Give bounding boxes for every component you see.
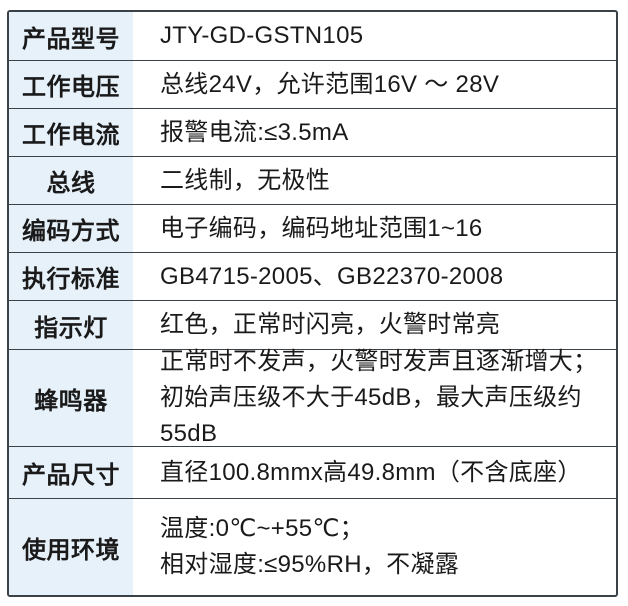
spec-label: 蜂鸣器 bbox=[9, 350, 133, 446]
spec-value-line: 总线24V，允许范围16V ～ 28V bbox=[160, 70, 500, 98]
spec-label: 编码方式 bbox=[9, 205, 133, 252]
spec-value: 电子编码，编码地址范围1~16 bbox=[133, 205, 616, 252]
spec-label: 工作电流 bbox=[9, 109, 133, 156]
spec-row-bus: 总线 二线制，无极性 bbox=[9, 156, 616, 204]
spec-row-environment: 使用环境 温度:0℃~+55℃； 相对湿度:≤95%RH，不凝露 bbox=[9, 498, 616, 595]
spec-row-voltage: 工作电压 总线24V，允许范围16V ～ 28V bbox=[9, 60, 616, 108]
spec-value: 总线24V，允许范围16V ～ 28V bbox=[133, 61, 616, 108]
spec-label: 产品型号 bbox=[9, 12, 133, 60]
spec-row-current: 工作电流 报警电流:≤3.5mA bbox=[9, 108, 616, 156]
spec-value: 温度:0℃~+55℃； 相对湿度:≤95%RH，不凝露 bbox=[133, 499, 616, 595]
spec-label: 使用环境 bbox=[9, 499, 133, 595]
spec-value: 正常时不发声，火警时发声且逐渐增大； 初始声压级不大于45dB，最大声压级约55… bbox=[133, 348, 616, 447]
spec-row-standard: 执行标准 GB4715-2005、GB22370-2008 bbox=[9, 252, 616, 300]
spec-row-indicator: 指示灯 红色，正常时闪亮，火警时常亮 bbox=[9, 300, 616, 349]
spec-value-line: 正常时不发声，火警时发声且逐渐增大； bbox=[160, 348, 598, 375]
product-spec-table: 产品型号 JTY-GD-GSTN105 工作电压 总线24V，允许范围16V ～… bbox=[7, 10, 618, 597]
spec-row-buzzer: 蜂鸣器 正常时不发声，火警时发声且逐渐增大； 初始声压级不大于45dB，最大声压… bbox=[9, 348, 616, 447]
spec-label: 执行标准 bbox=[9, 253, 133, 300]
spec-row-model: 产品型号 JTY-GD-GSTN105 bbox=[9, 12, 616, 60]
spec-label: 工作电压 bbox=[9, 61, 133, 108]
spec-label: 总线 bbox=[9, 157, 133, 204]
spec-label: 产品尺寸 bbox=[9, 447, 133, 498]
spec-value-line: 温度:0℃~+55℃； bbox=[160, 515, 364, 542]
spec-value: 直径100.8mmx高49.8mm（不含底座） bbox=[133, 447, 616, 498]
spec-value-line: 红色，正常时闪亮，火警时常亮 bbox=[160, 311, 501, 338]
spec-value-line: 报警电流:≤3.5mA bbox=[160, 118, 349, 146]
spec-value-line: 相对湿度:≤95%RH，不凝露 bbox=[160, 551, 460, 578]
spec-value: GB4715-2005、GB22370-2008 bbox=[133, 253, 616, 300]
spec-value: JTY-GD-GSTN105 bbox=[133, 12, 616, 60]
spec-value-line: 二线制，无极性 bbox=[160, 166, 331, 194]
spec-row-coding: 编码方式 电子编码，编码地址范围1~16 bbox=[9, 204, 616, 252]
spec-value-line: 初始声压级不大于45dB，最大声压级约55dB bbox=[160, 384, 582, 447]
spec-row-dimensions: 产品尺寸 直径100.8mmx高49.8mm（不含底座） bbox=[9, 446, 616, 498]
spec-value: 红色，正常时闪亮，火警时常亮 bbox=[133, 301, 616, 349]
spec-value: 二线制，无极性 bbox=[133, 157, 616, 204]
spec-value-line: 直径100.8mmx高49.8mm（不含底座） bbox=[160, 458, 582, 486]
spec-value-line: 电子编码，编码地址范围1~16 bbox=[160, 214, 483, 242]
spec-label: 指示灯 bbox=[9, 301, 133, 349]
spec-value-line: JTY-GD-GSTN105 bbox=[160, 22, 364, 49]
spec-value: 报警电流:≤3.5mA bbox=[133, 109, 616, 156]
spec-value-line: GB4715-2005、GB22370-2008 bbox=[160, 262, 504, 290]
